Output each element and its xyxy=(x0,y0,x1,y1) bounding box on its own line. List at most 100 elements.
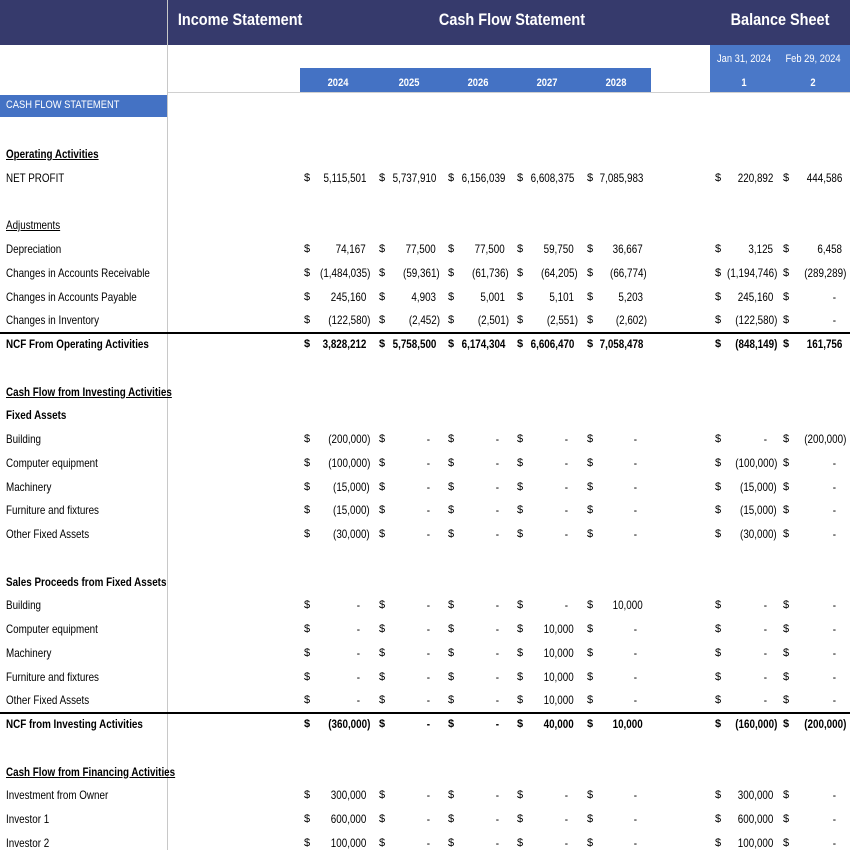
row-label: NET PROFIT xyxy=(6,170,65,185)
cell-value: (360,000) xyxy=(327,717,370,731)
row-label: Investor 2 xyxy=(6,835,50,850)
cell-value: 245,160 xyxy=(737,289,773,304)
cell-value: 6,156,039 xyxy=(461,170,505,185)
cell-value: - xyxy=(426,479,430,494)
cell-value: 77,500 xyxy=(474,242,505,256)
currency-symbol: $ xyxy=(715,314,722,327)
cell-value: - xyxy=(832,622,836,636)
row-label: Machinery xyxy=(6,479,52,494)
cell-value: - xyxy=(426,693,430,708)
currency-symbol: $ xyxy=(379,694,386,707)
currency-symbol: $ xyxy=(379,338,386,350)
currency-symbol: $ xyxy=(304,623,311,635)
cell-value: - xyxy=(495,812,499,826)
cell-value: 600,000 xyxy=(330,812,366,826)
cell-value: 77,500 xyxy=(405,242,436,256)
currency-symbol: $ xyxy=(517,456,524,469)
row-label: Depreciation xyxy=(6,242,62,256)
row-label: Other Fixed Assets xyxy=(6,693,90,708)
currency-symbol: $ xyxy=(379,504,386,517)
cell-value: - xyxy=(763,622,767,636)
cell-value: (2,501) xyxy=(477,313,509,328)
currency-symbol: $ xyxy=(587,290,594,303)
row-label: Sales Proceeds from Fixed Assets xyxy=(6,574,167,589)
balance-date-header: Feb 29, 2024 xyxy=(785,53,841,65)
cell-value: (200,000) xyxy=(803,717,846,731)
currency-symbol: $ xyxy=(715,623,722,635)
cell-value: (200,000) xyxy=(327,432,370,446)
column-divider xyxy=(167,0,168,850)
cell-value: (1,194,746) xyxy=(726,265,777,280)
tab-income-statement[interactable]: Income Statement xyxy=(177,10,303,29)
currency-symbol: $ xyxy=(783,456,790,469)
currency-symbol: $ xyxy=(715,599,722,612)
cell-value: - xyxy=(495,645,499,660)
currency-symbol: $ xyxy=(304,171,311,184)
cell-value: - xyxy=(832,669,836,684)
currency-symbol: $ xyxy=(379,171,386,184)
currency-symbol: $ xyxy=(379,789,386,802)
tab-balance-sheet[interactable]: Balance Sheet xyxy=(730,10,830,29)
currency-symbol: $ xyxy=(587,646,594,659)
cell-value: 4,903 xyxy=(411,289,436,304)
currency-symbol: $ xyxy=(587,813,594,825)
currency-symbol: $ xyxy=(587,243,594,255)
currency-symbol: $ xyxy=(517,290,524,303)
cell-value: - xyxy=(763,432,767,446)
currency-symbol: $ xyxy=(379,266,386,279)
currency-symbol: $ xyxy=(783,504,790,517)
balance-header-band xyxy=(710,45,850,92)
cell-value: (122,580) xyxy=(327,313,370,328)
cell-value: - xyxy=(633,788,637,803)
currency-symbol: $ xyxy=(783,171,790,184)
cell-value: 5,203 xyxy=(618,289,643,304)
cell-value: (200,000) xyxy=(803,432,846,446)
currency-symbol: $ xyxy=(448,314,455,327)
currency-symbol: $ xyxy=(715,670,722,683)
cell-value: - xyxy=(426,432,430,446)
currency-symbol: $ xyxy=(304,694,311,707)
currency-symbol: $ xyxy=(715,718,722,730)
currency-symbol: $ xyxy=(587,623,594,635)
currency-symbol: $ xyxy=(517,813,524,825)
currency-symbol: $ xyxy=(517,836,524,849)
cell-value: - xyxy=(633,455,637,470)
cell-value: (59,361) xyxy=(403,265,440,280)
currency-symbol: $ xyxy=(517,338,524,350)
cell-value: 300,000 xyxy=(737,788,773,803)
currency-symbol: $ xyxy=(715,433,722,445)
currency-symbol: $ xyxy=(448,266,455,279)
currency-symbol: $ xyxy=(715,836,722,849)
cell-value: - xyxy=(426,598,430,613)
currency-symbol: $ xyxy=(715,694,722,707)
cell-value: - xyxy=(832,289,836,304)
currency-symbol: $ xyxy=(517,623,524,635)
currency-symbol: $ xyxy=(587,670,594,683)
cell-value: - xyxy=(832,598,836,613)
cell-value: 3,125 xyxy=(748,242,773,256)
cell-value: 10,000 xyxy=(612,717,643,731)
row-label: Investor 1 xyxy=(6,812,50,826)
total-rule xyxy=(0,712,850,714)
year-header: 2024 xyxy=(327,77,349,89)
cell-value: - xyxy=(832,812,836,826)
currency-symbol: $ xyxy=(517,599,524,612)
row-label: Machinery xyxy=(6,645,52,660)
currency-symbol: $ xyxy=(379,480,386,493)
total-rule xyxy=(0,332,850,334)
row-label: Other Fixed Assets xyxy=(6,527,90,541)
currency-symbol: $ xyxy=(517,171,524,184)
currency-symbol: $ xyxy=(304,480,311,493)
currency-symbol: $ xyxy=(304,813,311,825)
currency-symbol: $ xyxy=(715,504,722,517)
currency-symbol: $ xyxy=(379,718,386,730)
balance-index-header: 1 xyxy=(741,77,747,89)
currency-symbol: $ xyxy=(587,171,594,184)
cell-value: - xyxy=(832,835,836,850)
cell-value: - xyxy=(426,835,430,850)
currency-symbol: $ xyxy=(448,789,455,802)
cell-value: - xyxy=(495,717,499,731)
cell-value: 40,000 xyxy=(543,717,574,731)
currency-symbol: $ xyxy=(587,528,594,540)
tab-cash-flow-statement[interactable]: Cash Flow Statement xyxy=(438,10,586,29)
